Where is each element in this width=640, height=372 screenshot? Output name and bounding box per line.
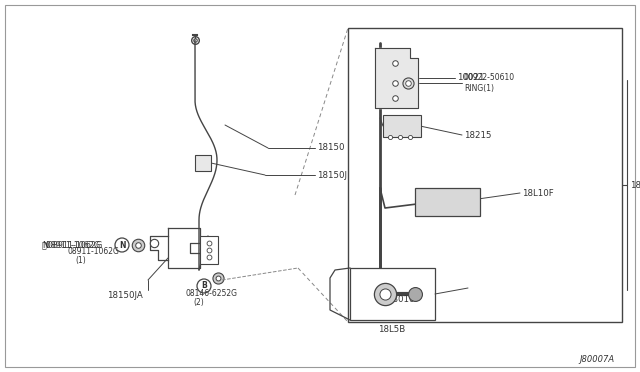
Text: (1): (1): [75, 257, 86, 266]
Bar: [348, 28, 622, 322]
Text: 08911-1062G: 08911-1062G: [67, 247, 119, 257]
Text: J80007A: J80007A: [580, 356, 615, 365]
Text: 08146-6252G: 08146-6252G: [185, 289, 237, 298]
Bar: [195, 155, 211, 171]
Text: N08911-1062G: N08911-1062G: [42, 241, 102, 250]
Text: 08911-1062G: 08911-1062G: [42, 241, 101, 250]
Text: 18215: 18215: [464, 131, 492, 140]
Text: 10021: 10021: [457, 74, 484, 83]
Bar: [200, 236, 218, 264]
Text: 18010F: 18010F: [387, 295, 420, 304]
Text: RING(1): RING(1): [464, 84, 494, 93]
Text: 18010: 18010: [630, 180, 640, 189]
Text: 18L10F: 18L10F: [522, 189, 554, 198]
Bar: [350, 268, 435, 320]
Polygon shape: [375, 48, 418, 108]
Text: 18150: 18150: [317, 144, 344, 153]
Text: (2): (2): [193, 298, 204, 308]
Bar: [415, 188, 480, 216]
Text: B: B: [201, 282, 207, 291]
Text: 18150JA: 18150JA: [107, 292, 143, 301]
Text: 00922-50610: 00922-50610: [464, 74, 515, 83]
Text: 18L5B: 18L5B: [378, 326, 406, 334]
Text: N: N: [119, 241, 125, 250]
Bar: [383, 115, 421, 137]
Text: 18150J: 18150J: [317, 170, 347, 180]
